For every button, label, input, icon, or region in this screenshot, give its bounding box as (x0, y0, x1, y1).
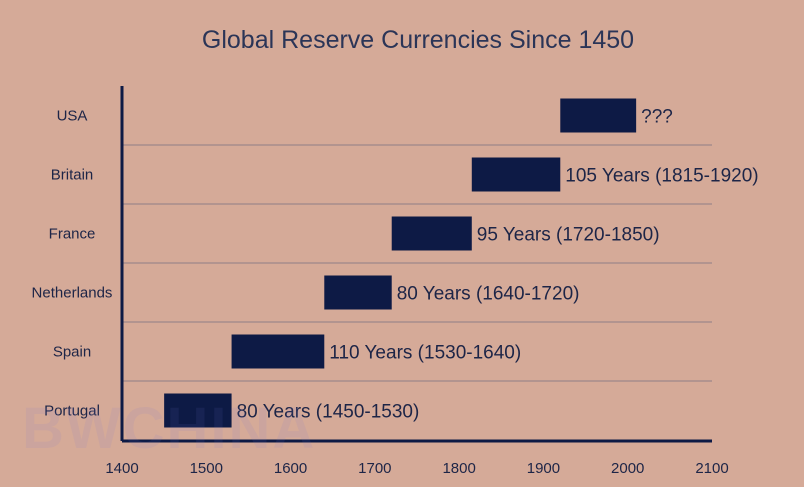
x-tick-2000: 2000 (611, 460, 644, 477)
category-label-france: France (49, 226, 96, 243)
bar-spain (231, 334, 325, 369)
data-label-spain: 110 Years (1530-1640) (329, 343, 521, 364)
bar-france (391, 216, 472, 251)
bar-usa (560, 98, 637, 133)
axes (120, 86, 712, 443)
x-tick-1700: 1700 (358, 460, 391, 477)
x-tick-1500: 1500 (190, 460, 223, 477)
x-tick-1400: 1400 (105, 460, 138, 477)
x-tick-1600: 1600 (274, 460, 307, 477)
data-label-usa: ??? (641, 107, 673, 128)
x-tick-labels: 1400 1500 1600 1700 1800 1900 2000 2100 (105, 460, 728, 477)
x-tick-2100: 2100 (695, 460, 728, 477)
bars (164, 98, 637, 428)
category-labels: USA Britain France Netherlands Spain Portugal (32, 108, 113, 420)
chart-title: Global Reserve Currencies Since 1450 (202, 26, 634, 54)
bar-britain (471, 157, 561, 192)
data-labels: ??? 105 Years (1815-1920) 95 Years (1720-1… (237, 107, 759, 423)
data-label-britain: 105 Years (1815-1920) (565, 166, 758, 187)
data-label-france: 95 Years (1720-1850) (477, 225, 660, 246)
x-tick-1800: 1800 (442, 460, 475, 477)
x-tick-1900: 1900 (527, 460, 560, 477)
data-label-netherlands: 80 Years (1640-1720) (397, 284, 580, 305)
data-label-portugal: 80 Years (1450-1530) (237, 402, 420, 423)
category-label-netherlands: Netherlands (32, 285, 113, 302)
category-label-britain: Britain (51, 167, 94, 184)
category-label-spain: Spain (53, 344, 91, 361)
category-label-usa: USA (57, 108, 88, 125)
bar-netherlands (324, 275, 392, 310)
grid-lines (122, 144, 712, 382)
category-label-portugal: Portugal (44, 403, 100, 420)
bar-portugal (164, 393, 232, 428)
